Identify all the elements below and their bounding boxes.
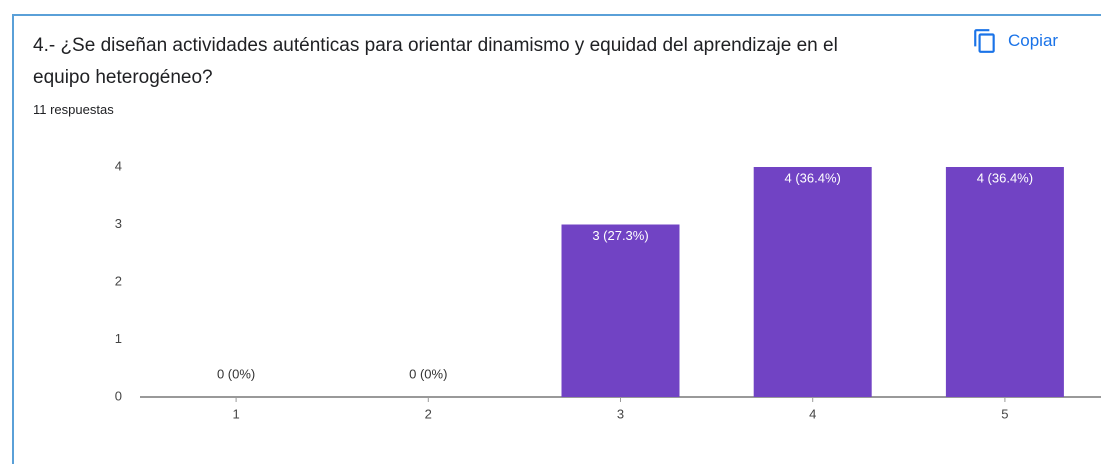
copy-label: Copiar [1008, 31, 1059, 50]
y-tick-label: 1 [115, 331, 122, 346]
y-tick-label: 3 [115, 216, 122, 231]
data-label: 4 (36.4%) [977, 170, 1033, 185]
x-tick-label: 2 [425, 406, 432, 421]
copy-icon [974, 29, 995, 53]
bar [753, 167, 872, 397]
data-label: 0 (0%) [217, 366, 255, 381]
bar [561, 224, 680, 397]
x-tick-label: 1 [232, 406, 239, 421]
x-tick-label: 3 [617, 406, 624, 421]
data-label: 4 (36.4%) [785, 170, 841, 185]
data-label: 0 (0%) [409, 366, 447, 381]
data-label: 3 (27.3%) [592, 228, 648, 243]
card-border [12, 14, 1101, 464]
chart-subtitle: 11 respuestas [33, 102, 114, 117]
chart-title: 4.- ¿Se diseñan actividades auténticas p… [33, 35, 838, 88]
x-tick-label: 5 [1001, 406, 1008, 421]
copy-button[interactable]: Copiar [972, 28, 1058, 54]
page: 4.- ¿Se diseñan actividades auténticas p… [12, 14, 1101, 464]
y-tick-label: 2 [115, 273, 122, 288]
y-tick-label: 0 [115, 388, 122, 403]
chart: 0 1 2 3 4 1 0 (0%) 2 0 (0%) 3 3 (27.3%) 4 4 (36.4%) 5… [115, 158, 1101, 421]
y-tick-label: 4 [115, 158, 122, 173]
x-tick-label: 4 [809, 406, 816, 421]
bar [945, 167, 1064, 397]
